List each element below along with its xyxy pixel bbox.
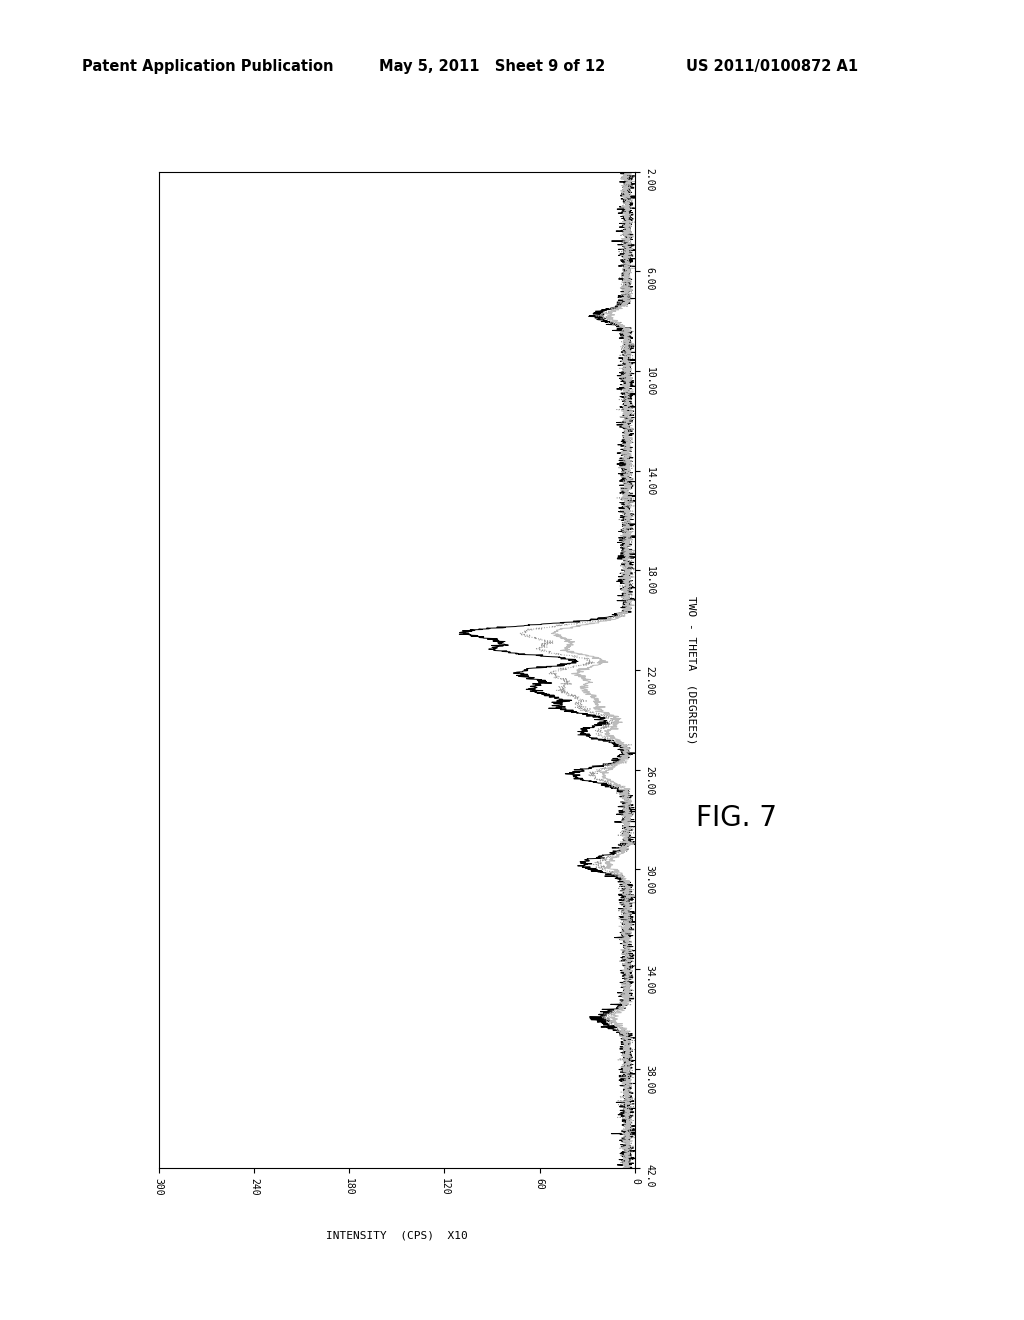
X-axis label: INTENSITY  (CPS)  X10: INTENSITY (CPS) X10 xyxy=(326,1230,468,1241)
Text: FIG. 7: FIG. 7 xyxy=(696,804,777,833)
Text: US 2011/0100872 A1: US 2011/0100872 A1 xyxy=(686,59,858,74)
Y-axis label: TWO - THETA  (DEGREES): TWO - THETA (DEGREES) xyxy=(686,595,696,744)
Text: Patent Application Publication: Patent Application Publication xyxy=(82,59,334,74)
Text: May 5, 2011   Sheet 9 of 12: May 5, 2011 Sheet 9 of 12 xyxy=(379,59,605,74)
